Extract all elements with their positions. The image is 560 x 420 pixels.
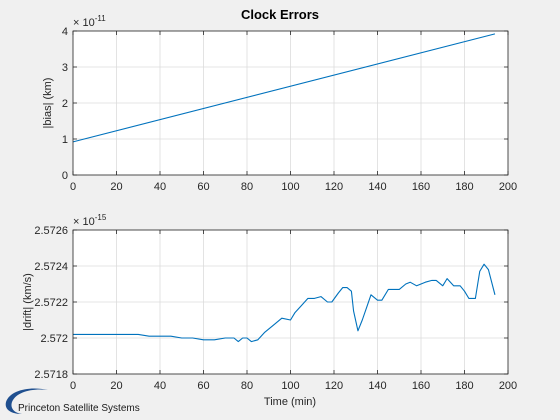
bias-y-tick-label: 1 (62, 134, 68, 146)
drift-x-tick-label: 180 (455, 380, 473, 392)
drift-y-tick-label: 2.5718 (34, 369, 68, 381)
bias-x-tick-label: 40 (154, 181, 166, 193)
bias-x-tick-label: 20 (110, 181, 122, 193)
bias-x-tick-label: 140 (368, 181, 386, 193)
drift-y-tick-labels: 2.5718 2.572 2.5722 2.5724 2.5726 (34, 225, 68, 381)
bias-y-tick-labels: 0 1 2 3 4 (62, 26, 68, 182)
drift-y-tick-label: 2.572 (40, 333, 68, 345)
drift-x-tick-label: 80 (241, 380, 253, 392)
drift-ticks (72, 229, 509, 375)
drift-x-axis-label: Time (min) (264, 396, 316, 408)
bias-x-tick-label: 80 (241, 181, 253, 193)
bias-x-tick-label: 200 (499, 181, 517, 193)
logo-text: Princeton Satellite Systems (18, 403, 140, 414)
logo: Princeton Satellite Systems (5, 388, 140, 414)
drift-y-tick-label: 2.5724 (34, 261, 68, 273)
swoosh-logo-icon (5, 388, 49, 414)
drift-x-tick-label: 140 (368, 380, 386, 392)
drift-x-tick-label: 0 (70, 380, 76, 392)
drift-y-tick-label: 2.5726 (34, 225, 68, 237)
bias-y-axis-label: |bias| (km) (42, 78, 54, 129)
bias-x-tick-labels: 0 20 40 60 80 100 120 140 160 180 200 (70, 181, 517, 193)
bias-y-tick-label: 3 (62, 62, 68, 74)
bias-series-line (72, 33, 496, 143)
chart-title: Clock Errors (241, 7, 319, 22)
drift-x-tick-labels: 0 20 40 60 80 100 120 140 160 180 200 (70, 380, 517, 392)
bias-series (72, 33, 496, 143)
bias-y-tick-label: 0 (62, 170, 68, 182)
bias-y-tick-label: 2 (62, 98, 68, 110)
drift-x-tick-label: 20 (110, 380, 122, 392)
bias-ticks (72, 30, 509, 176)
bias-plot-panel: 0 20 40 60 80 100 120 140 160 180 200 0 1 2 3 4 × 10-1… (42, 14, 517, 193)
bias-y-tick-label: 4 (62, 26, 68, 38)
bias-x-tick-label: 100 (281, 181, 299, 193)
bias-x-tick-label: 60 (197, 181, 209, 193)
drift-x-tick-label: 200 (499, 380, 517, 392)
drift-x-tick-label: 100 (281, 380, 299, 392)
bias-x-tick-label: 160 (412, 181, 430, 193)
bias-x-tick-label: 120 (325, 181, 343, 193)
drift-exponent-label: × 10-15 (73, 213, 107, 228)
bias-x-tick-label: 0 (70, 181, 76, 193)
bias-x-tick-label: 180 (455, 181, 473, 193)
drift-series (73, 263, 496, 343)
drift-y-axis-label: |drift| (km/s) (22, 273, 34, 331)
drift-plot-panel: 0 20 40 60 80 100 120 140 160 180 200 2.57182.5722… (22, 213, 517, 408)
drift-x-tick-label: 120 (325, 380, 343, 392)
drift-x-tick-label: 40 (154, 380, 166, 392)
drift-x-tick-label: 160 (412, 380, 430, 392)
bias-exponent-label: × 10-11 (73, 14, 106, 29)
drift-x-tick-label: 60 (197, 380, 209, 392)
drift-series-line (73, 263, 496, 343)
drift-y-tick-label: 2.5722 (34, 297, 68, 309)
